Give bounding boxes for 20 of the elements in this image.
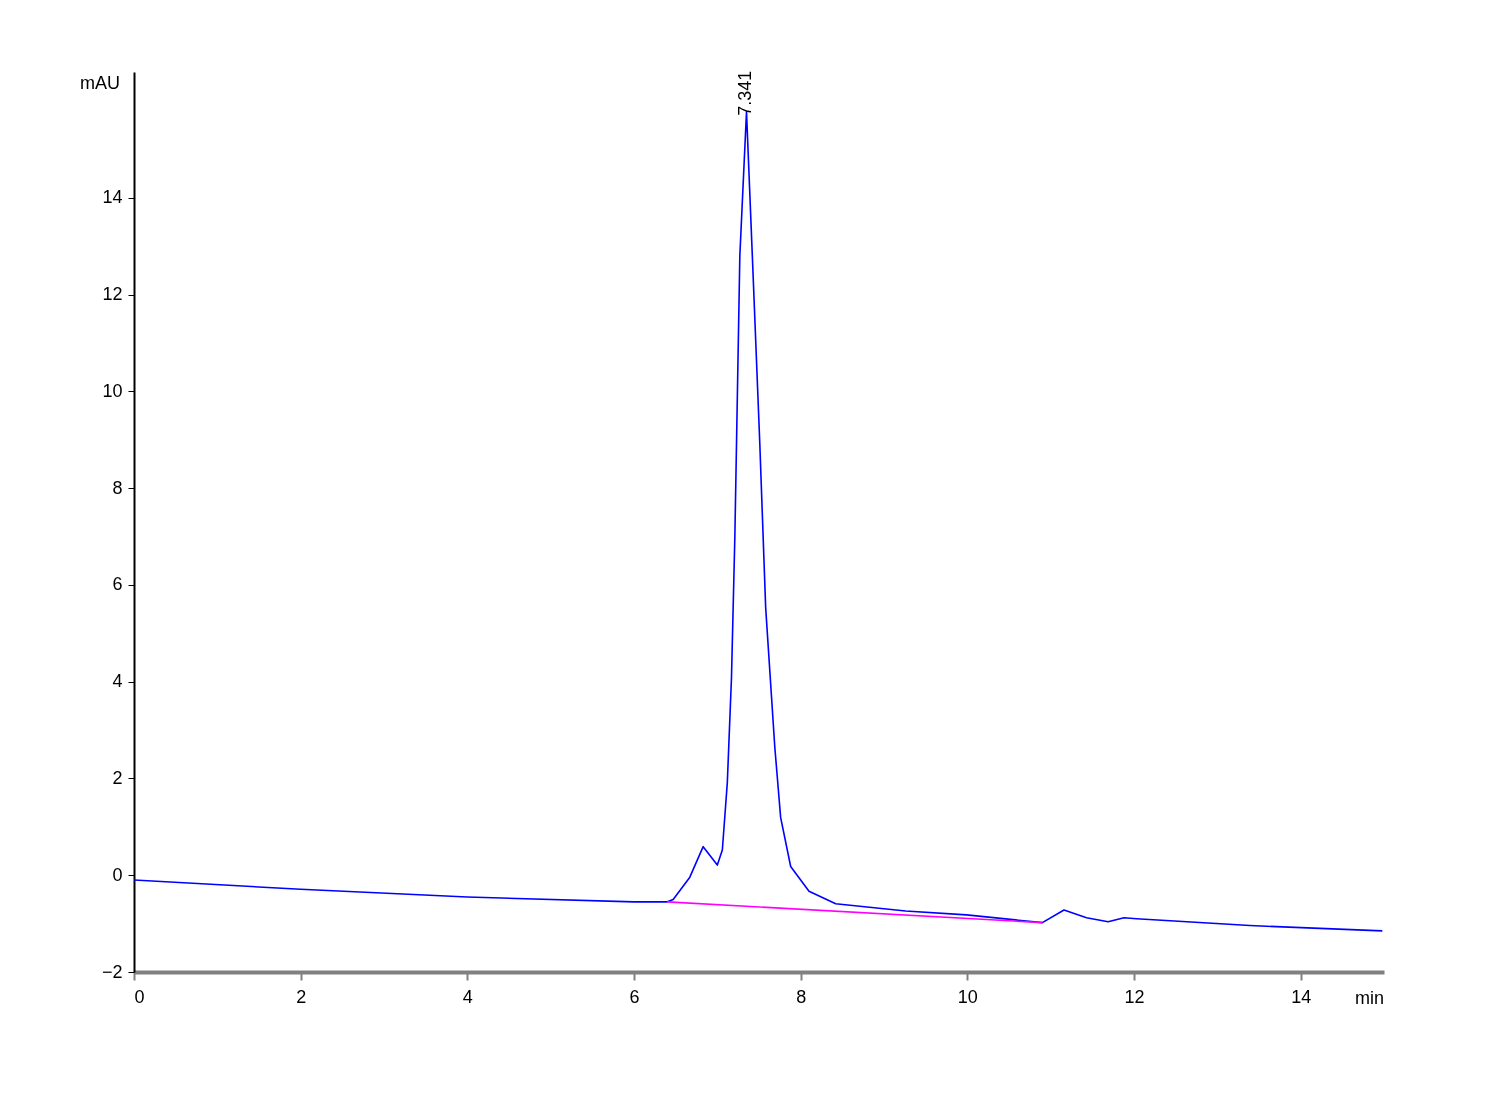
x-tick-label: 10 (957, 986, 978, 1007)
y-tick-label: 6 (112, 574, 123, 595)
x-tick-label: 6 (629, 986, 640, 1007)
y-tick-label: 2 (112, 767, 123, 788)
x-axis-title: min (1354, 988, 1384, 1008)
y-axis-title: mAU (80, 73, 120, 93)
x-tick-label: 12 (1124, 986, 1145, 1007)
x-tick-label: 4 (462, 986, 473, 1007)
x-tick-label: 14 (1291, 986, 1312, 1007)
y-tick-label: −2 (101, 961, 123, 982)
x-tick-label: 8 (796, 986, 807, 1007)
x-tick-label: 2 (296, 986, 307, 1007)
x-tick-label: 0 (134, 986, 145, 1007)
y-tick-label: 14 (102, 187, 123, 208)
annotation: 7.341 (734, 70, 755, 116)
y-tick-label: 10 (102, 380, 123, 401)
y-tick-label: 0 (112, 864, 123, 885)
y-tick-label: 4 (112, 671, 123, 692)
y-tick-label: 8 (112, 477, 123, 498)
y-tick-label: 12 (102, 284, 123, 305)
